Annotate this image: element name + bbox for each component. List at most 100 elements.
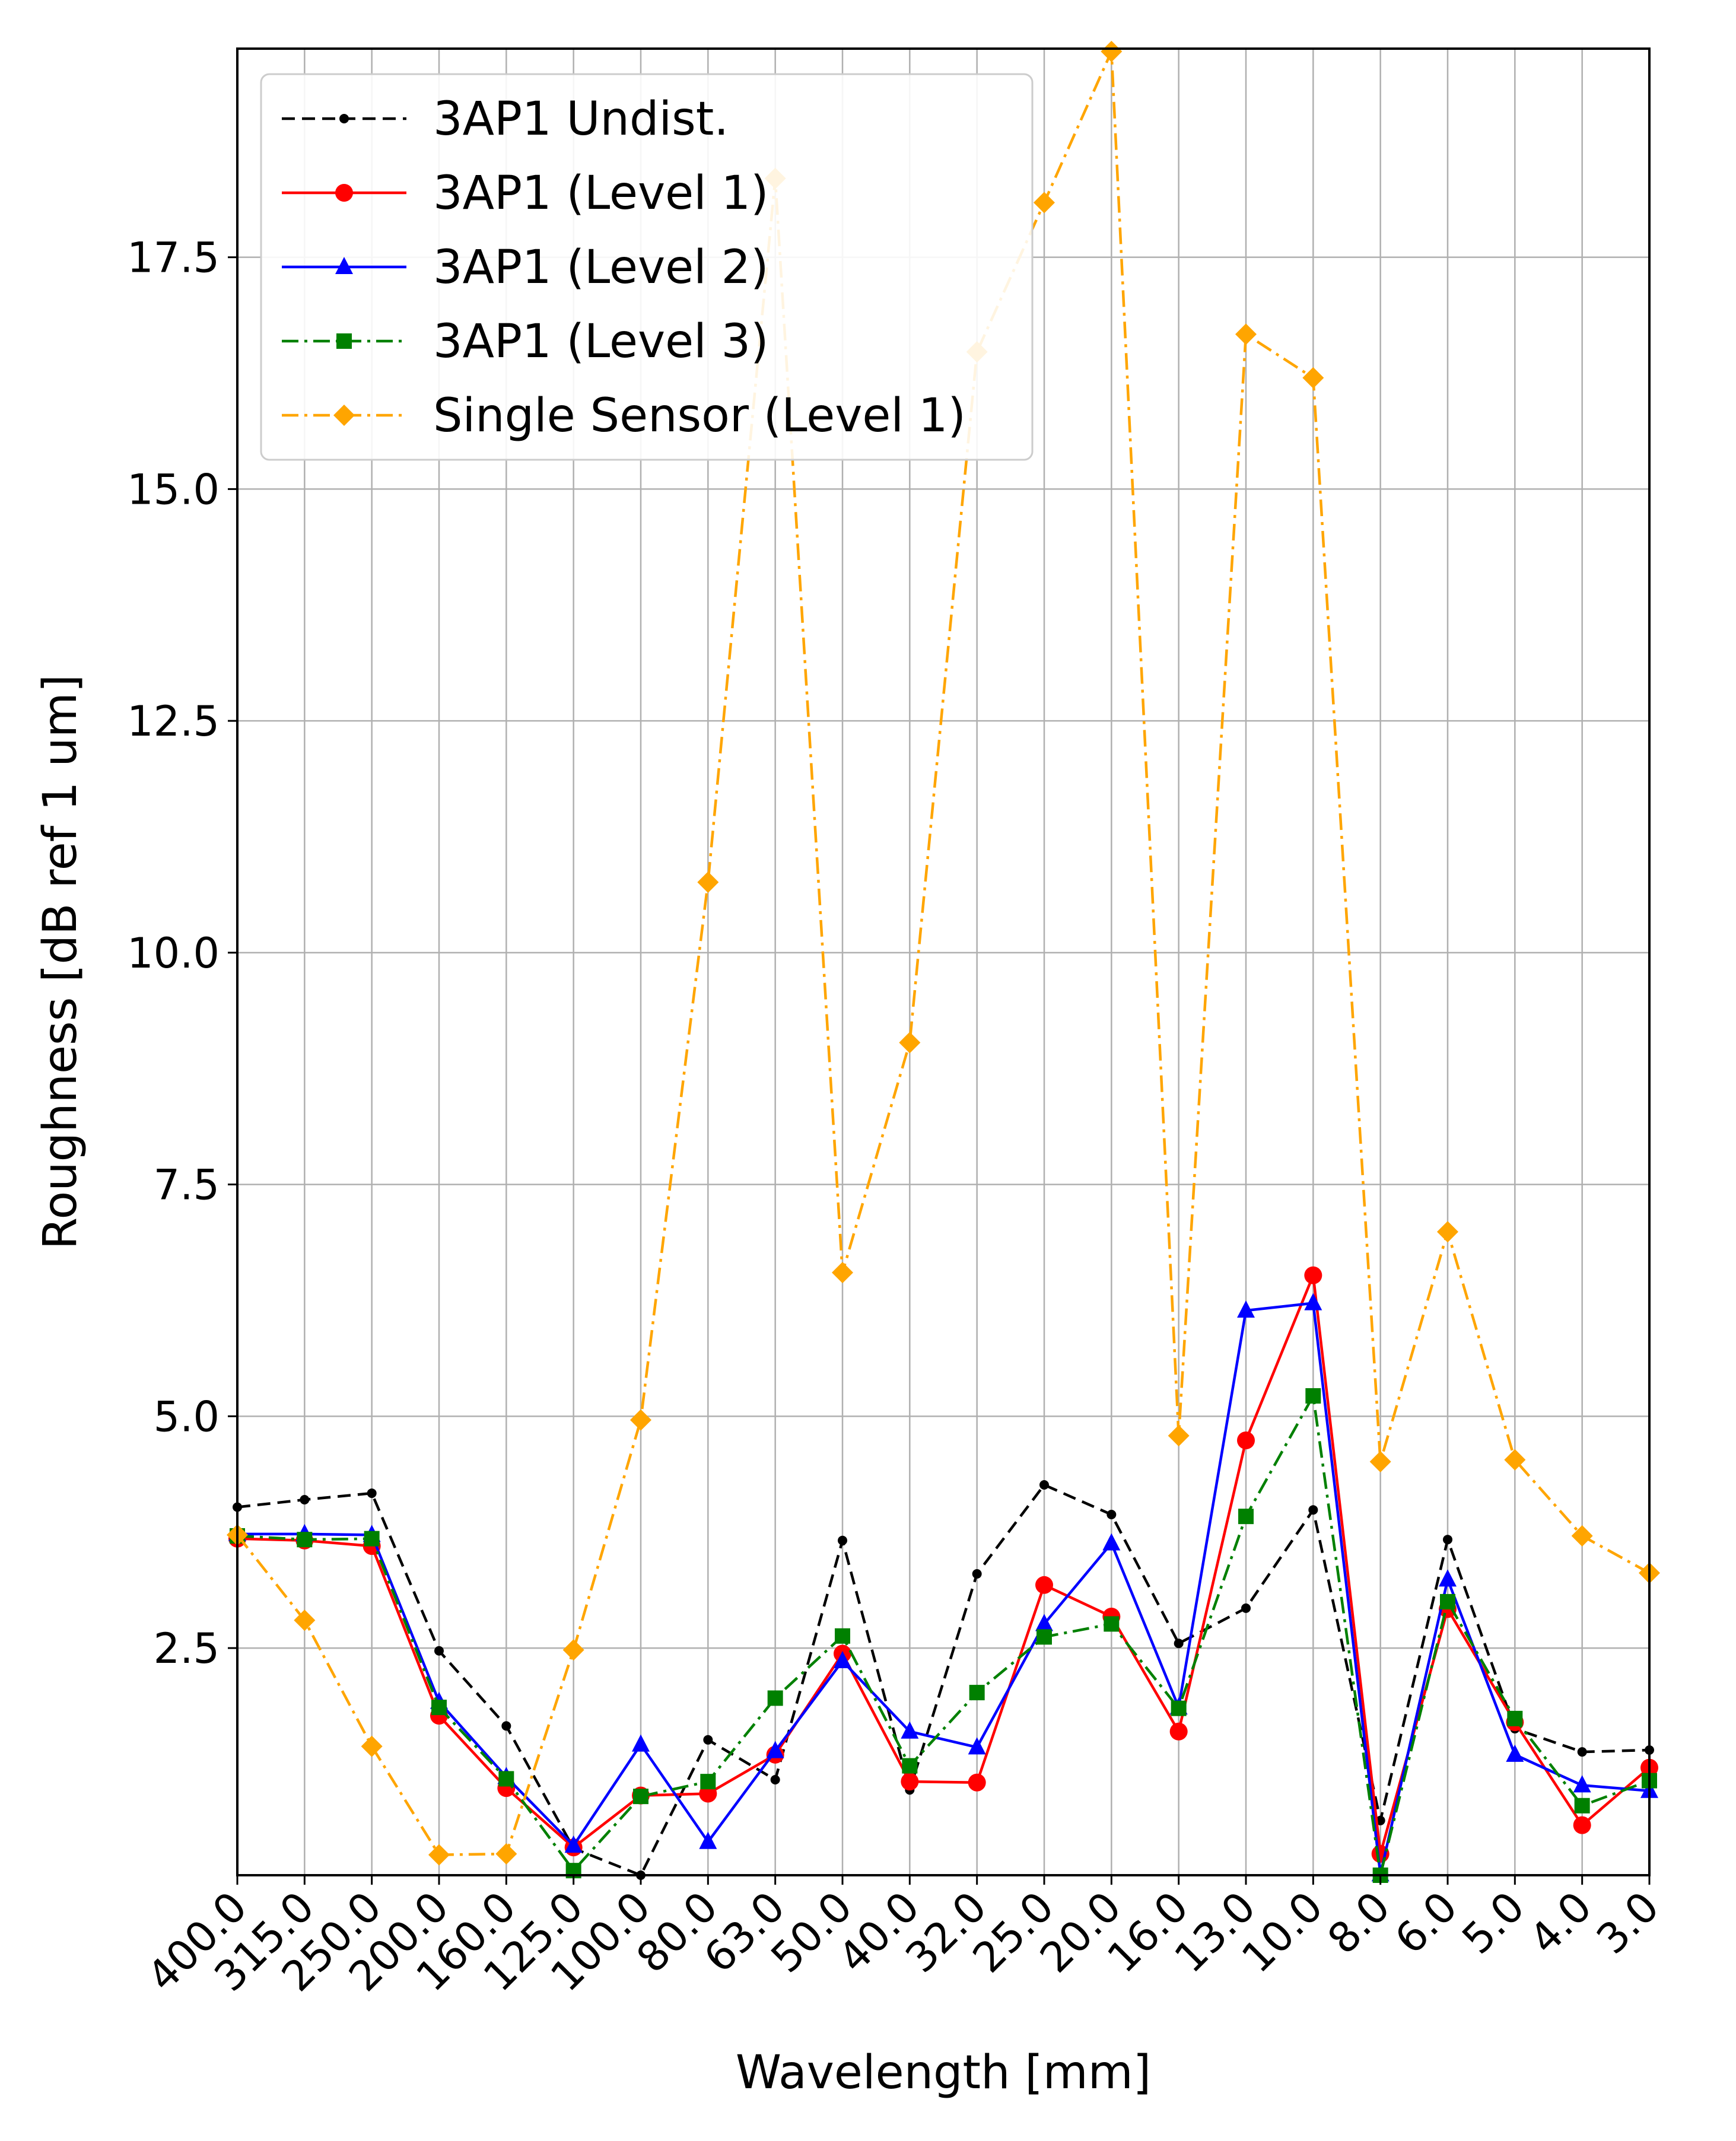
data-point bbox=[703, 1735, 713, 1745]
data-point bbox=[1034, 192, 1055, 214]
data-point bbox=[1101, 40, 1123, 62]
data-point bbox=[838, 1535, 847, 1545]
data-point bbox=[700, 1774, 716, 1790]
legend-label: 3AP1 (Level 2) bbox=[433, 241, 769, 294]
data-point bbox=[501, 1721, 511, 1731]
data-point bbox=[968, 1737, 986, 1755]
y-tick-label: 12.5 bbox=[127, 697, 220, 746]
y-tick-label: 17.5 bbox=[127, 234, 220, 282]
data-point bbox=[1237, 1300, 1255, 1318]
data-point bbox=[699, 1831, 717, 1849]
data-point bbox=[1241, 1603, 1251, 1613]
data-point bbox=[832, 1262, 853, 1284]
data-point bbox=[1574, 1798, 1590, 1814]
x-axis-label: Wavelength [mm] bbox=[736, 2046, 1151, 2099]
y-tick-label: 2.5 bbox=[154, 1624, 220, 1673]
data-point bbox=[1573, 1816, 1591, 1834]
data-point bbox=[1308, 1505, 1318, 1515]
plot-area-frame bbox=[236, 47, 1651, 1876]
data-point bbox=[1107, 1510, 1117, 1520]
legend-swatch-marker bbox=[336, 333, 352, 349]
data-point bbox=[300, 1495, 310, 1505]
series-3 bbox=[230, 1388, 1657, 1883]
data-point bbox=[1035, 1614, 1053, 1631]
data-point bbox=[367, 1488, 377, 1499]
y-tick-label: 10.0 bbox=[127, 929, 220, 978]
data-point bbox=[633, 1789, 648, 1805]
data-point bbox=[431, 1700, 447, 1716]
data-point bbox=[1169, 1722, 1188, 1741]
series-line bbox=[237, 1483, 1650, 1877]
data-point bbox=[1171, 1700, 1187, 1716]
data-point bbox=[1035, 1576, 1053, 1594]
y-tick-label: 5.0 bbox=[154, 1392, 220, 1441]
data-point bbox=[1573, 1775, 1591, 1793]
data-point bbox=[1102, 1533, 1121, 1551]
data-point bbox=[1238, 1509, 1254, 1525]
data-point bbox=[1235, 323, 1257, 345]
data-point bbox=[1504, 1449, 1526, 1471]
legend-label: 3AP1 (Level 1) bbox=[433, 167, 769, 220]
data-point bbox=[1168, 1425, 1190, 1447]
series-layer bbox=[227, 40, 1660, 1883]
data-point bbox=[1443, 1535, 1452, 1545]
data-point bbox=[1439, 1569, 1457, 1587]
data-point bbox=[1437, 1221, 1458, 1243]
data-point bbox=[1039, 1480, 1049, 1490]
data-point bbox=[969, 1685, 985, 1701]
data-point bbox=[1302, 367, 1324, 389]
data-point bbox=[1237, 1431, 1255, 1449]
data-point bbox=[972, 1569, 982, 1579]
data-point bbox=[361, 1735, 383, 1757]
data-point bbox=[364, 1531, 380, 1547]
series-4 bbox=[227, 40, 1660, 1866]
data-point bbox=[1304, 1293, 1322, 1310]
data-point bbox=[968, 1773, 986, 1792]
data-point bbox=[428, 1844, 450, 1866]
data-point bbox=[1440, 1593, 1455, 1609]
data-point bbox=[834, 1650, 851, 1668]
data-point bbox=[1507, 1710, 1523, 1726]
data-point bbox=[770, 1775, 780, 1785]
y-axis-label: Roughness [dB ref 1 um] bbox=[34, 675, 87, 1249]
series-line bbox=[237, 1394, 1650, 1877]
y-tick-label: 7.5 bbox=[154, 1161, 220, 1210]
data-point bbox=[1104, 1616, 1120, 1632]
data-point bbox=[901, 1773, 919, 1791]
data-point bbox=[1036, 1629, 1052, 1645]
data-point bbox=[495, 1843, 517, 1865]
legend-swatch-marker bbox=[335, 257, 353, 274]
legend-swatch-marker bbox=[333, 405, 355, 426]
data-point bbox=[434, 1646, 444, 1656]
data-point bbox=[767, 1690, 783, 1706]
legend-swatch-marker bbox=[335, 184, 353, 202]
legend: 3AP1 Undist. 3AP1 (Level 1) 3AP1 (Level 2)… bbox=[260, 73, 1034, 461]
y-axis: 2.5 5.0 7.5 10.0 12.5 15.0 17.5 bbox=[127, 234, 237, 1673]
data-point bbox=[902, 1758, 918, 1774]
data-point bbox=[1174, 1639, 1184, 1649]
series-line bbox=[236, 50, 1651, 1856]
legend-swatch-marker bbox=[339, 114, 349, 123]
data-point bbox=[294, 1609, 316, 1631]
data-point bbox=[1577, 1747, 1587, 1757]
data-point bbox=[297, 1532, 313, 1548]
data-point bbox=[564, 1835, 583, 1853]
data-point bbox=[901, 1721, 919, 1739]
data-point bbox=[562, 1639, 584, 1661]
data-point bbox=[1571, 1525, 1593, 1547]
y-tick-label: 15.0 bbox=[127, 465, 220, 514]
data-point bbox=[630, 1409, 651, 1431]
legend-label: Single Sensor (Level 1) bbox=[433, 389, 966, 443]
data-point bbox=[498, 1771, 514, 1787]
data-point bbox=[1305, 1388, 1321, 1404]
data-point bbox=[899, 1032, 921, 1054]
data-point bbox=[1369, 1450, 1391, 1472]
legend-box bbox=[260, 73, 1034, 461]
legend-label: 3AP1 Undist. bbox=[433, 93, 729, 146]
data-point bbox=[766, 1741, 784, 1758]
data-point bbox=[697, 871, 719, 893]
data-point bbox=[1304, 1266, 1322, 1284]
data-point bbox=[835, 1628, 850, 1644]
data-point bbox=[632, 1734, 650, 1752]
